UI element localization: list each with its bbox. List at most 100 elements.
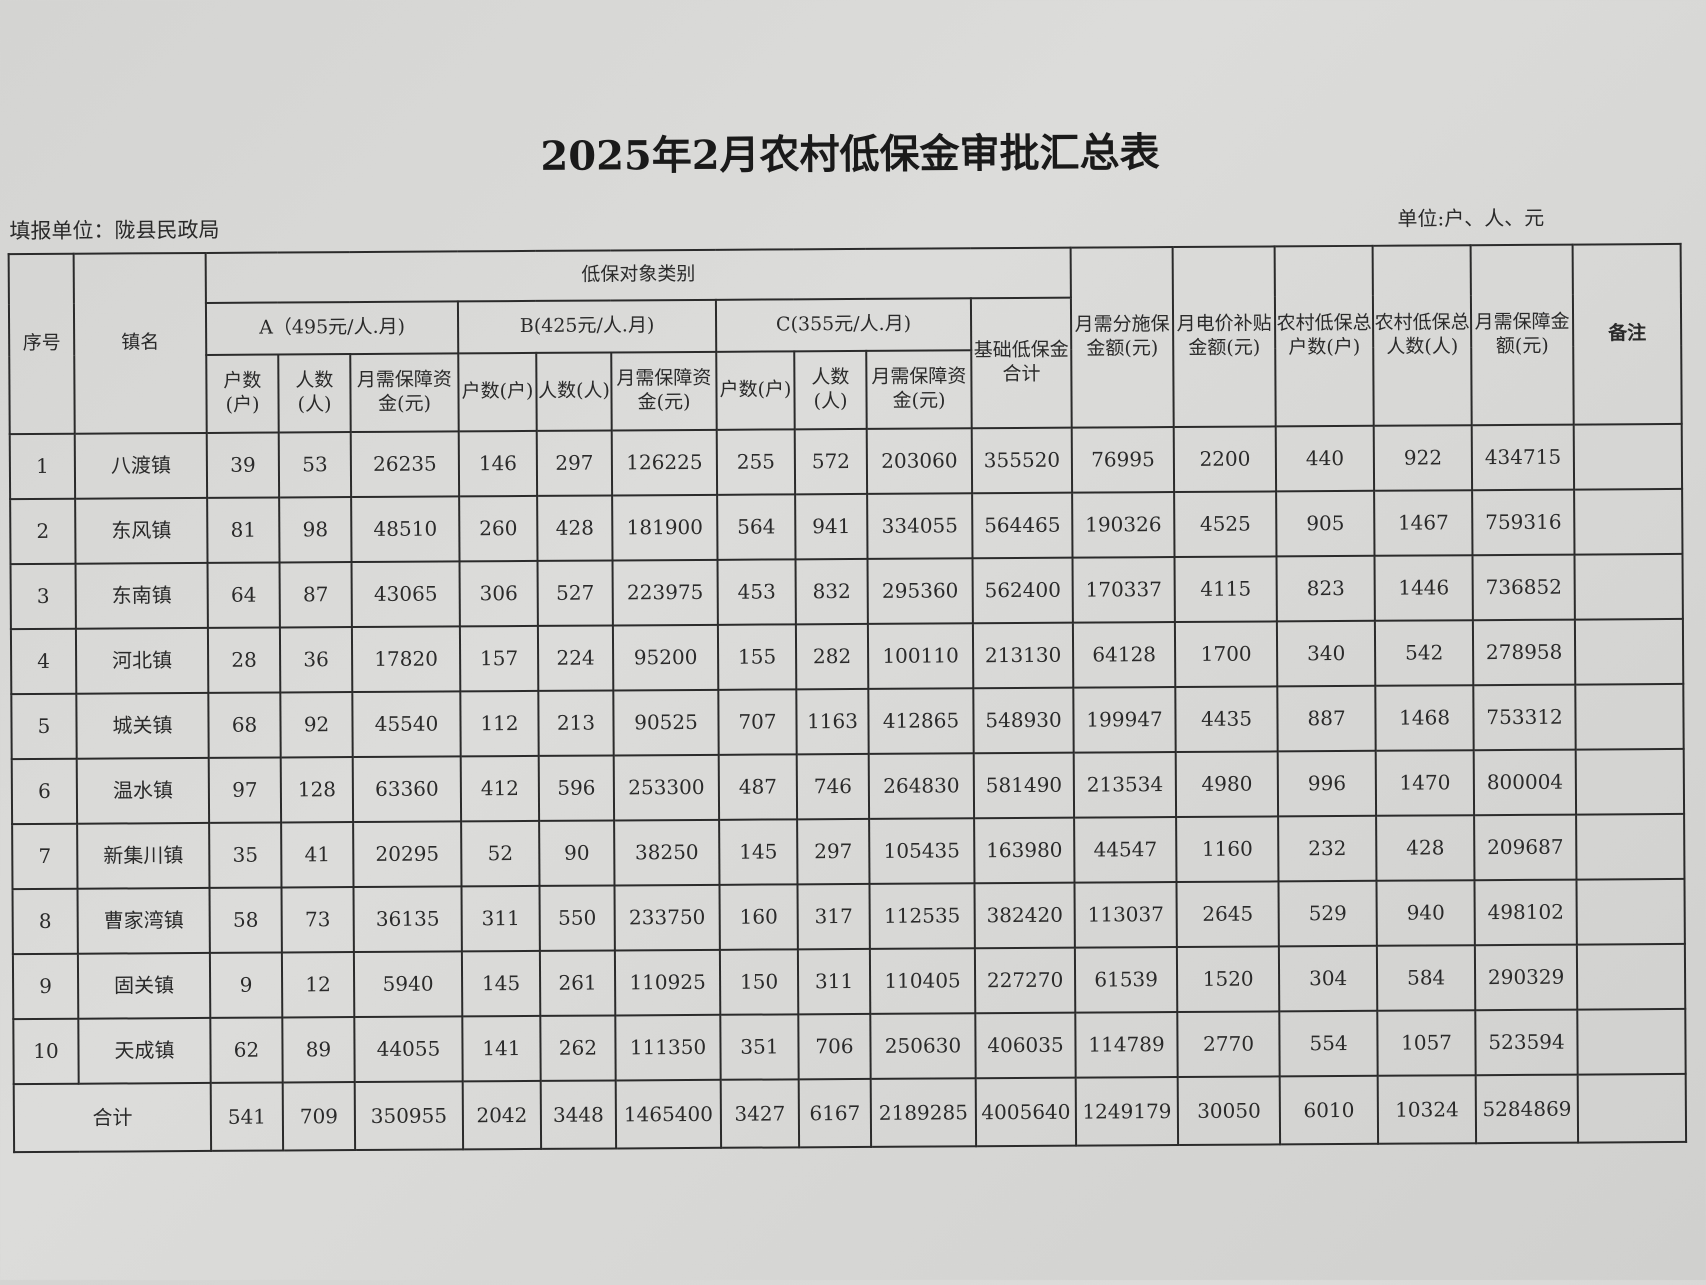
cell-b-persons: 527: [537, 560, 613, 626]
cell-monthly-guarantee: 209687: [1474, 814, 1577, 881]
cell-seq: 3: [10, 563, 76, 630]
header-total-households: 农村低保总户数(户): [1274, 245, 1374, 427]
cell-b-households: 141: [462, 1015, 541, 1082]
cell-a-fund: 36135: [353, 886, 462, 953]
cell-total-persons: 428: [1376, 815, 1475, 881]
cell-total-persons: 1467: [1374, 490, 1473, 556]
cell-c-fund: 100110: [867, 623, 974, 689]
header-b-persons: 人数(人): [536, 352, 612, 431]
cell-c-households: 155: [717, 624, 797, 690]
cell-town: 八渡镇: [74, 432, 208, 499]
total-remarks: [1577, 1073, 1687, 1143]
header-b-fund: 月需保障资金(元): [611, 351, 717, 431]
cell-total-households: 905: [1276, 490, 1375, 557]
cell-b-households: 146: [458, 430, 538, 497]
table-row: 6 温水镇 97 128 63360 412 596 253300 487 746 264830 58…: [11, 748, 1685, 825]
cell-a-fund: 48510: [351, 496, 460, 563]
cell-a-households: 81: [207, 497, 280, 563]
total-label: 合计: [13, 1082, 212, 1153]
cell-c-fund: 295360: [867, 558, 973, 624]
cell-a-persons: 98: [279, 497, 352, 563]
header-classified-amount: 月需分施保金额(元): [1070, 247, 1174, 428]
cell-remarks: [1575, 683, 1684, 750]
cell-b-households: 306: [459, 560, 538, 627]
header-cat-b: B(425元/人.月): [457, 299, 717, 354]
cell-town: 天成镇: [78, 1017, 211, 1084]
header-town: 镇名: [73, 252, 207, 434]
cell-a-households: 28: [207, 627, 281, 693]
table-row: 3 东南镇 64 87 43065 306 527 223975 453 832 295360 562…: [10, 553, 1683, 630]
total-base-total: 4005640: [975, 1077, 1077, 1147]
cell-c-persons: 746: [796, 753, 870, 820]
cell-c-fund: 264830: [868, 753, 975, 819]
cell-c-households: 145: [719, 819, 798, 885]
total-b-persons: 3448: [540, 1080, 617, 1149]
cell-b-households: 311: [461, 885, 540, 952]
cell-total-persons: 542: [1374, 620, 1474, 686]
cell-monthly-guarantee: 290329: [1474, 944, 1578, 1011]
total-total-households: 6010: [1279, 1075, 1379, 1145]
cell-total-persons: 1446: [1374, 555, 1473, 621]
cell-a-fund: 45540: [352, 691, 461, 758]
header-category-group: 低保对象类别: [205, 247, 1071, 303]
cell-a-persons: 41: [281, 822, 354, 888]
cell-a-households: 68: [208, 692, 281, 758]
cell-seq: 6: [11, 758, 78, 825]
cell-base-total: 562400: [972, 557, 1073, 624]
header-remarks: 备注: [1572, 243, 1682, 425]
cell-seq: 9: [12, 953, 79, 1020]
header-seq: 序号: [8, 253, 75, 435]
cell-base-total: 382420: [974, 882, 1075, 949]
cell-c-fund: 334055: [867, 493, 973, 559]
cell-b-fund: 110925: [614, 949, 721, 1016]
header-monthly-guarantee: 月需保障金额(元): [1470, 244, 1574, 426]
total-a-households: 541: [210, 1082, 284, 1151]
cell-a-fund: 20295: [353, 821, 462, 888]
cell-seq: 1: [9, 433, 76, 500]
cell-a-persons: 89: [282, 1017, 355, 1083]
cell-town: 曹家湾镇: [77, 887, 210, 954]
header-cat-a: A（495元/人.月): [205, 301, 459, 355]
cell-base-total: 564465: [972, 492, 1073, 559]
header-c-fund: 月需保障资金(元): [866, 350, 972, 429]
cell-b-households: 112: [460, 690, 539, 757]
cell-a-households: 39: [206, 432, 280, 498]
cell-seq: 5: [11, 693, 77, 760]
cell-base-total: 227270: [974, 947, 1076, 1014]
cell-seq: 8: [12, 888, 78, 955]
total-row: 合计 541 709 350955 2042 3448 1465400 3427 6167 218…: [13, 1073, 1687, 1153]
cell-base-total: 355520: [971, 427, 1073, 494]
cell-town: 新集川镇: [77, 822, 210, 889]
cell-base-total: 581490: [973, 752, 1075, 819]
table-row: 1 八渡镇 39 53 26235 146 297 126225 255 572 203060 355…: [9, 423, 1683, 500]
cell-b-persons: 297: [536, 430, 613, 496]
cell-total-households: 440: [1275, 425, 1375, 492]
cell-electricity-subsidy: 2645: [1176, 881, 1279, 948]
cell-total-persons: 940: [1376, 880, 1475, 946]
cell-c-households: 707: [718, 689, 797, 755]
table-row: 2 东风镇 81 98 48510 260 428 181900 564 941 334055 564…: [10, 488, 1683, 565]
cell-electricity-subsidy: 4435: [1175, 686, 1278, 753]
cell-total-households: 304: [1278, 945, 1378, 1012]
header-a-fund: 月需保障资金(元): [350, 353, 459, 433]
cell-b-persons: 428: [537, 495, 613, 561]
cell-a-fund: 43065: [351, 561, 460, 628]
cell-remarks: [1576, 813, 1685, 880]
cell-seq: 7: [12, 823, 78, 890]
reporting-unit: 填报单位：陇县民政局: [9, 217, 220, 244]
cell-b-households: 260: [459, 495, 538, 562]
cell-c-households: 160: [719, 884, 798, 950]
cell-b-fund: 233750: [614, 884, 720, 951]
cell-electricity-subsidy: 1700: [1174, 621, 1278, 688]
cell-base-total: 548930: [973, 687, 1074, 754]
cell-b-fund: 253300: [613, 754, 720, 821]
header-electricity-subsidy: 月电价补贴金额(元): [1172, 246, 1276, 428]
cell-total-persons: 922: [1373, 425, 1473, 491]
cell-electricity-subsidy: 2200: [1173, 426, 1277, 493]
cell-classified-amount: 170337: [1072, 557, 1175, 623]
total-a-fund: 350955: [354, 1081, 464, 1151]
cell-total-persons: 1470: [1375, 750, 1475, 816]
cell-classified-amount: 199947: [1073, 687, 1176, 753]
cell-town: 河北镇: [75, 627, 209, 694]
cell-c-persons: 282: [795, 623, 869, 690]
